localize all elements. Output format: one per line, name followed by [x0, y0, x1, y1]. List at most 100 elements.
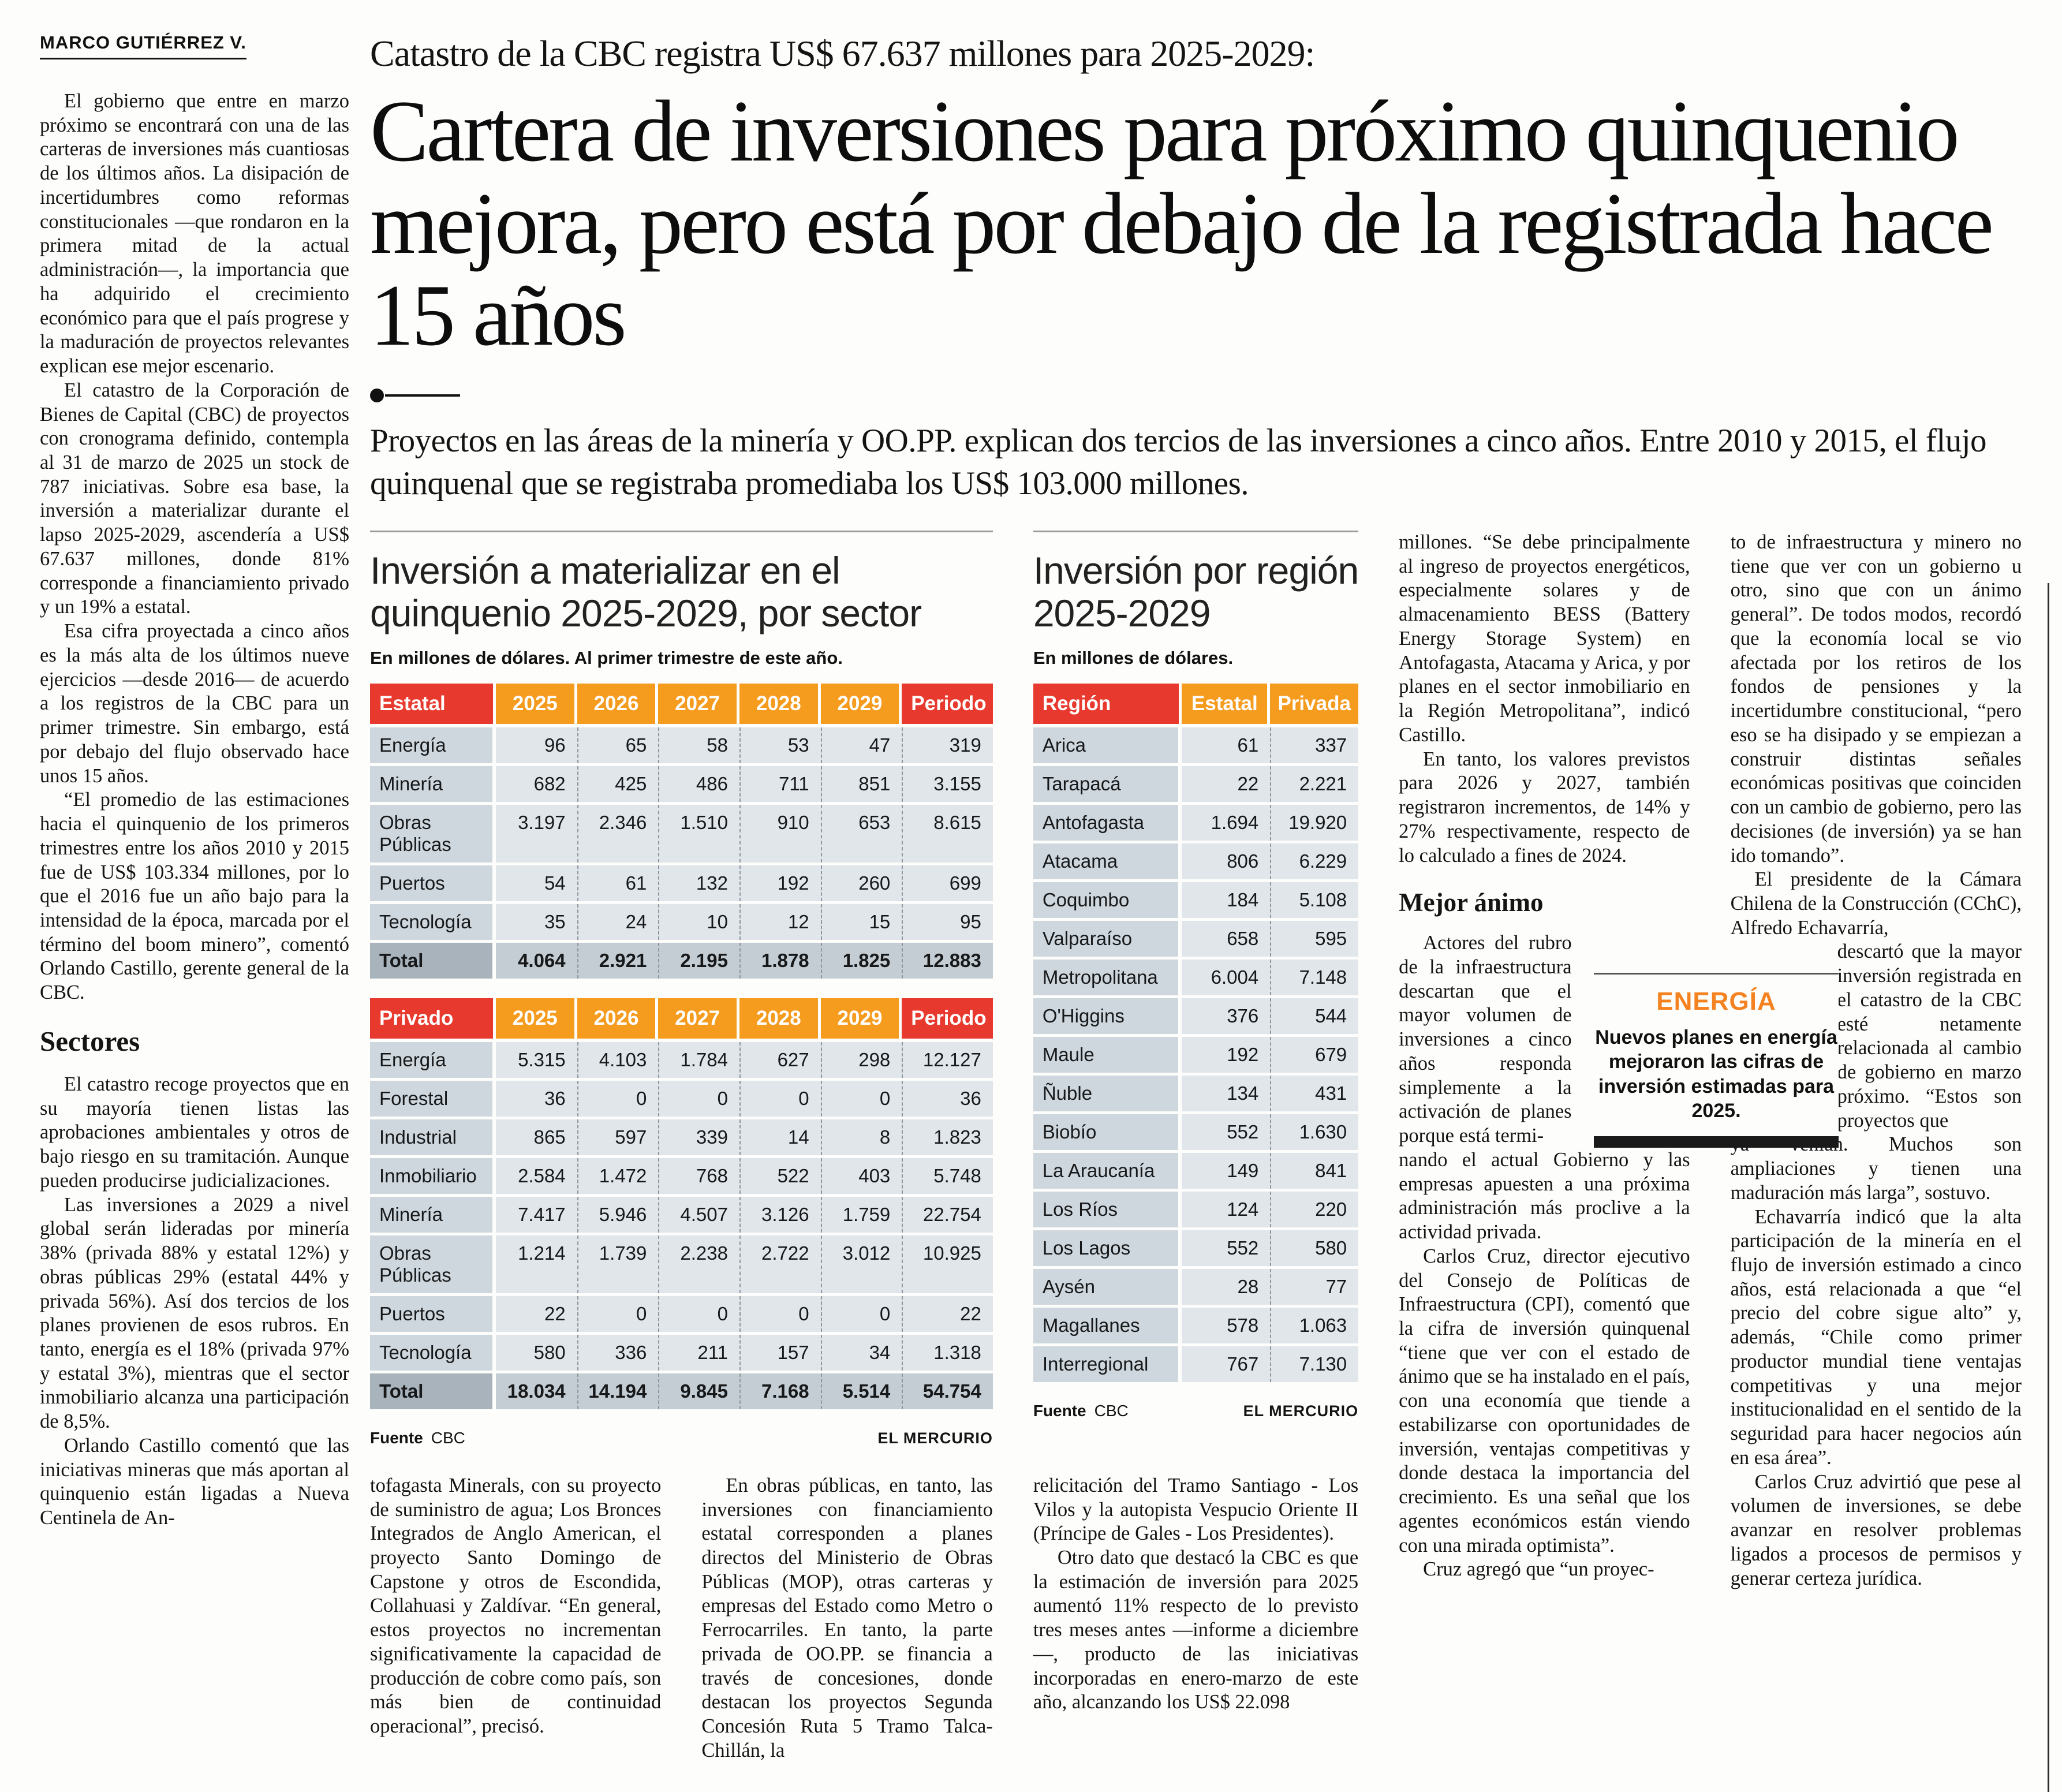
- row-label: Antofagasta: [1033, 804, 1182, 841]
- cell-periodo: 12.127: [902, 1041, 993, 1078]
- cell-2028: 910: [739, 804, 821, 863]
- cell-2027: 1.510: [658, 804, 739, 863]
- paragraph: millones. “Se debe principalmente al ing…: [1399, 531, 1690, 746]
- table-row: Los Lagos 552 580: [1033, 1230, 1359, 1266]
- cell-periodo: 699: [902, 865, 993, 901]
- cell-estatal: 578: [1182, 1307, 1271, 1343]
- cell-estatal: 552: [1182, 1114, 1271, 1150]
- cell-estatal: 1.694: [1182, 804, 1271, 841]
- row-label: Coquimbo: [1033, 882, 1182, 918]
- cell-2026: 24: [577, 904, 659, 940]
- sector-chart-note: En millones de dólares. Al primer trimes…: [370, 647, 843, 668]
- row-label: Energía: [370, 1041, 496, 1078]
- cell-privada: 19.920: [1270, 804, 1359, 841]
- region-table: Región Estatal Privada Arica 61 337: [1033, 683, 1359, 1382]
- rule-line: [385, 394, 460, 397]
- cell-2026: 336: [577, 1334, 659, 1371]
- cell-2026: 14.194: [577, 1373, 659, 1409]
- privado-table-body: Energía 5.315 4.103 1.784 627 298 12.127…: [370, 1041, 993, 1371]
- cell-2027: 132: [658, 865, 739, 901]
- table-row: Forestal 36 0 0 0 0 36: [370, 1080, 993, 1117]
- row-label: Interregional: [1033, 1346, 1182, 1382]
- cell-2028: 711: [739, 766, 821, 802]
- table-row: Biobío 552 1.630: [1033, 1114, 1359, 1150]
- cell-privada: 6.229: [1270, 843, 1359, 879]
- region-infographic: Inversión por región 2025-2029 En millon…: [1033, 530, 1359, 1447]
- row-label: La Araucanía: [1033, 1152, 1182, 1189]
- cell-2028: 14: [739, 1119, 821, 1155]
- rule-bar: [1594, 1136, 1839, 1148]
- cell-2029: 0: [820, 1296, 902, 1332]
- cell-2028: 0: [739, 1080, 821, 1117]
- row-label: Atacama: [1033, 843, 1182, 879]
- table-row: Minería 682 425 486 711 851 3.155: [370, 766, 993, 802]
- cell-2027: 9.845: [658, 1373, 739, 1409]
- header-2026: 2026: [577, 998, 659, 1039]
- row-label: Total: [370, 942, 496, 979]
- row-label: O'Higgins: [1033, 998, 1182, 1034]
- table-row: Maule 192 679: [1033, 1036, 1359, 1073]
- estatal-total-row: Total 4.064 2.921 2.195 1.878 1.825 12.8…: [370, 942, 993, 979]
- cell-2025: 865: [496, 1119, 577, 1155]
- paragraph: tofagasta Minerals, con su proyecto de s…: [370, 1474, 662, 1738]
- cell-periodo: 12.883: [902, 942, 993, 979]
- cell-privada: 595: [1270, 920, 1359, 957]
- cell-2025: 5.315: [496, 1041, 577, 1078]
- cell-2025: 682: [496, 766, 577, 802]
- table-row: Inmobiliario 2.584 1.472 768 522 403 5.7…: [370, 1158, 993, 1194]
- row-label: Tecnología: [370, 904, 496, 940]
- paragraph: El gobierno que entre en marzo próximo s…: [40, 90, 349, 378]
- paragraph: nando el actual Gobierno y las empresas …: [1399, 1148, 1690, 1244]
- source-label: Fuente: [370, 1428, 423, 1447]
- row-label: Minería: [370, 766, 496, 802]
- row-label: Aysén: [1033, 1268, 1182, 1305]
- row-label: Maule: [1033, 1036, 1182, 1073]
- row-label: Industrial: [370, 1119, 496, 1155]
- cell-periodo: 319: [902, 727, 993, 763]
- cell-2028: 0: [739, 1296, 821, 1332]
- table-row: Magallanes 578 1.063: [1033, 1307, 1359, 1343]
- cell-periodo: 5.748: [902, 1158, 993, 1194]
- cell-periodo: 10.925: [902, 1235, 993, 1293]
- header-estatal: Estatal: [1182, 683, 1271, 724]
- left-column: MARCO GUTIÉRREZ V. El gobierno que entre…: [40, 32, 349, 1763]
- cell-2025: 22: [496, 1296, 577, 1332]
- source-value: CBC: [1094, 1401, 1129, 1420]
- cell-estatal: 28: [1182, 1268, 1271, 1305]
- cell-2025: 54: [496, 865, 577, 901]
- header-privado: Privado: [370, 998, 496, 1039]
- cell-2028: 12: [739, 904, 821, 940]
- cell-2028: 53: [739, 727, 821, 763]
- cell-privada: 220: [1270, 1191, 1359, 1227]
- row-label: Ñuble: [1033, 1075, 1182, 1111]
- credit: EL MERCURIO: [877, 1429, 993, 1447]
- cell-privada: 679: [1270, 1036, 1359, 1073]
- estatal-table-body: Energía 96 65 58 53 47 319 Minería: [370, 727, 993, 940]
- cell-2028: 1.878: [739, 942, 821, 979]
- paragraph: descartó que la mayor inversión registra…: [1837, 940, 2022, 1132]
- cell-2029: 1.825: [820, 942, 902, 979]
- region-title-line1: Inversión por región: [1033, 549, 1359, 592]
- row-label: Metropolitana: [1033, 959, 1182, 995]
- cell-2029: 851: [820, 766, 902, 802]
- row-label: Puertos: [370, 1296, 496, 1332]
- cell-privada: 337: [1270, 727, 1359, 763]
- cell-periodo: 1.823: [902, 1119, 993, 1155]
- region-chart-note: En millones de dólares.: [1033, 647, 1234, 668]
- table-row: Valparaíso 658 595: [1033, 920, 1359, 957]
- cell-2026: 1.472: [577, 1158, 659, 1194]
- section-subhead-mejor-animo: Mejor ánimo: [1399, 888, 1544, 917]
- cell-2027: 339: [658, 1119, 739, 1155]
- cell-2029: 260: [820, 865, 902, 901]
- cell-2027: 4.507: [658, 1196, 739, 1233]
- cell-periodo: 36: [902, 1080, 993, 1117]
- row-label: Obras Públicas: [370, 804, 496, 863]
- article-column-1-continuation: tofagasta Minerals, con su proyecto de s…: [370, 1474, 661, 1763]
- cell-2026: 5.946: [577, 1196, 659, 1233]
- cell-privada: 431: [1270, 1075, 1359, 1111]
- cell-periodo: 1.318: [902, 1334, 993, 1371]
- main-article: Catastro de la CBC registra US$ 67.637 m…: [370, 32, 2022, 1763]
- cell-2029: 5.514: [820, 1373, 902, 1409]
- credit: EL MERCURIO: [1243, 1402, 1359, 1420]
- cell-2026: 65: [577, 727, 659, 763]
